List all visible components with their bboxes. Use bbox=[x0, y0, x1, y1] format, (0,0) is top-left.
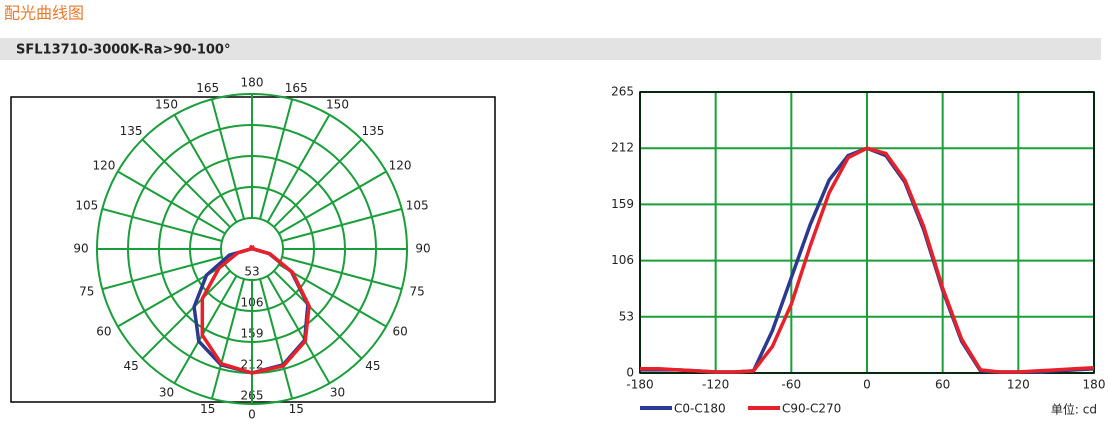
angle-tick-label: 90 bbox=[73, 242, 88, 256]
spoke bbox=[102, 207, 223, 242]
y-tick-label: 265 bbox=[611, 85, 634, 99]
spoke bbox=[210, 278, 245, 399]
y-tick-label: 53 bbox=[619, 309, 634, 323]
angle-tick-label: 90 bbox=[415, 242, 430, 256]
angle-tick-label: 0 bbox=[248, 408, 256, 422]
page-title: 配光曲线图 bbox=[4, 4, 84, 23]
spoke bbox=[102, 256, 223, 291]
angle-tick-label: 60 bbox=[392, 325, 407, 339]
y-tick-label: 159 bbox=[611, 197, 634, 211]
plot-frame bbox=[639, 91, 1095, 374]
spoke bbox=[281, 256, 402, 291]
angle-tick-label: 135 bbox=[120, 124, 143, 138]
spoke bbox=[273, 138, 363, 228]
x-tick-label: -60 bbox=[782, 378, 802, 392]
product-name: SFL13710-3000K-Ra>90-100° bbox=[16, 43, 230, 58]
angle-tick-label: 45 bbox=[123, 359, 138, 373]
unit-label: 单位: cd bbox=[1051, 402, 1097, 417]
line-series bbox=[640, 146, 1095, 374]
angle-tick-label: 120 bbox=[389, 159, 412, 173]
angle-tick-label: 45 bbox=[365, 359, 380, 373]
x-tick-label: -180 bbox=[626, 378, 653, 392]
x-tick-label: 180 bbox=[1083, 378, 1106, 392]
spoke bbox=[278, 263, 387, 328]
y-tick-label: 0 bbox=[626, 366, 634, 380]
angle-tick-label: 165 bbox=[285, 81, 308, 95]
angle-tick-label: 150 bbox=[326, 98, 349, 112]
spoke bbox=[210, 99, 245, 220]
r-tick-label: 53 bbox=[244, 265, 259, 279]
spoke bbox=[273, 270, 363, 360]
spoke bbox=[259, 99, 294, 220]
spoke bbox=[141, 138, 231, 228]
spoke bbox=[141, 270, 231, 360]
angle-tick-label: 15 bbox=[200, 402, 215, 416]
angle-tick-label: 75 bbox=[79, 284, 94, 298]
spoke bbox=[173, 114, 238, 223]
angle-tick-label: 15 bbox=[289, 402, 304, 416]
angle-tick-label: 30 bbox=[330, 385, 345, 399]
angle-tick-label: 60 bbox=[96, 325, 111, 339]
angle-tick-label: 75 bbox=[410, 284, 425, 298]
header-bar bbox=[0, 38, 1101, 60]
y-tick-label: 212 bbox=[611, 141, 634, 155]
angle-tick-label: 180 bbox=[241, 76, 264, 90]
angle-tick-label: 165 bbox=[196, 81, 219, 95]
x-tick-label: -120 bbox=[702, 378, 729, 392]
spoke bbox=[117, 170, 226, 235]
legend-label: C90-C270 bbox=[782, 402, 841, 416]
spoke bbox=[278, 170, 387, 235]
spoke bbox=[266, 114, 331, 223]
y-tick-label: 106 bbox=[611, 253, 634, 267]
x-tick-label: 120 bbox=[1007, 378, 1030, 392]
angle-tick-label: 30 bbox=[159, 385, 174, 399]
spoke bbox=[173, 275, 238, 384]
angle-tick-label: 135 bbox=[361, 124, 384, 138]
angle-tick-label: 120 bbox=[92, 159, 115, 173]
angle-tick-label: 150 bbox=[155, 98, 178, 112]
angle-tick-label: 105 bbox=[75, 199, 98, 213]
x-tick-label: 60 bbox=[935, 378, 950, 392]
polar-curve bbox=[200, 244, 311, 375]
spoke bbox=[266, 275, 331, 384]
x-tick-label: 0 bbox=[863, 378, 871, 392]
spoke bbox=[281, 207, 402, 242]
spoke bbox=[259, 278, 294, 399]
angle-tick-label: 105 bbox=[406, 199, 429, 213]
legend-label: C0-C180 bbox=[674, 402, 726, 416]
